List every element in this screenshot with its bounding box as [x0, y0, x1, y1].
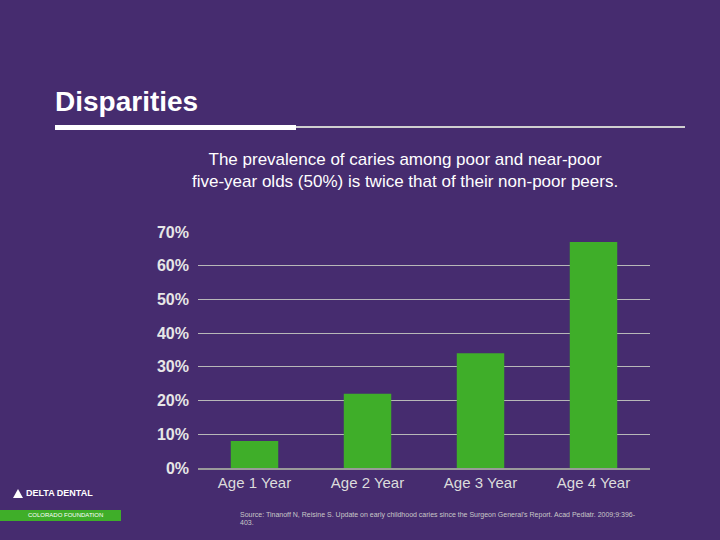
svg-text:70%: 70% — [157, 224, 189, 241]
svg-text:40%: 40% — [157, 325, 189, 342]
html-text:DELTA DENTAL: DELTA DENTAL — [26, 488, 93, 498]
svg-text:Age 1 Year: Age 1 Year — [218, 474, 291, 491]
svg-text:10%: 10% — [157, 426, 189, 443]
html-text:COLORADO FOUNDATION: COLORADO FOUNDATION — [28, 512, 104, 518]
html-text:Source: Tinanoff N, Reisine S.: Source: Tinanoff N, Reisine S. Update on… — [240, 511, 635, 526]
svg-text:30%: 30% — [157, 358, 189, 375]
svg-text:Disparities: Disparities — [55, 86, 198, 117]
svg-text:0%: 0% — [166, 460, 189, 477]
svg-text:50%: 50% — [157, 291, 189, 308]
svg-text:20%: 20% — [157, 392, 189, 409]
svg-text:Age 4 Year: Age 4 Year — [557, 474, 630, 491]
svg-text:60%: 60% — [157, 257, 189, 274]
svg-text:The prevalence of caries among: The prevalence of caries among poor and … — [192, 150, 618, 191]
svg-text:Age 3 Year: Age 3 Year — [444, 474, 517, 491]
svg-text:Age 2 Year: Age 2 Year — [331, 474, 404, 491]
